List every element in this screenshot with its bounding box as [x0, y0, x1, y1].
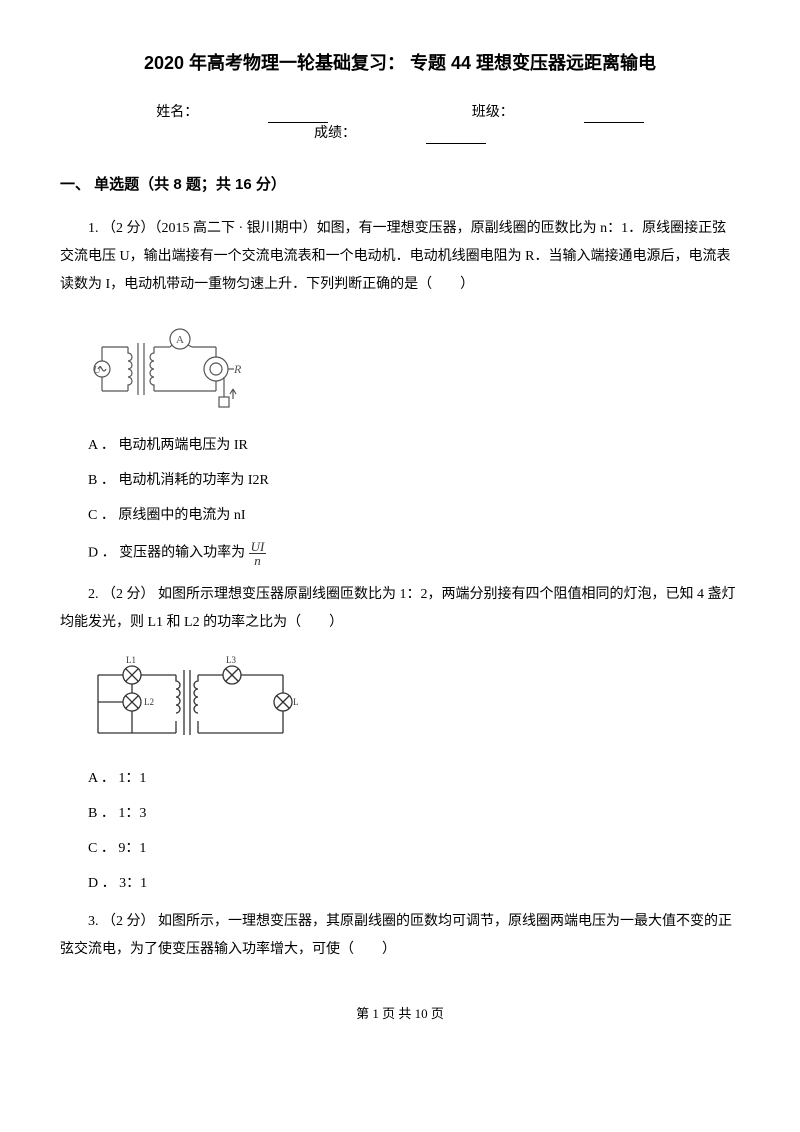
svg-text:R: R [233, 362, 242, 376]
q2-option-d: D ． 3：1 [88, 873, 740, 894]
info-line: 姓名： 班级： 成绩： [60, 102, 740, 144]
fraction-numerator: UI [249, 540, 267, 554]
q1-option-d-text: D ． 变压器的输入功率为 [88, 545, 249, 560]
svg-text:L3: L3 [226, 655, 236, 665]
svg-text:L2: L2 [144, 697, 154, 707]
q1-option-a: A ． 电动机两端电压为 IR [88, 435, 740, 456]
name-blank [268, 109, 328, 123]
q1-option-c: C ． 原线圈中的电流为 nI [88, 505, 740, 526]
fraction-denominator: n [249, 554, 267, 567]
name-label: 姓名： [156, 105, 198, 120]
svg-text:U: U [93, 364, 102, 376]
q1-option-b: B ． 电动机消耗的功率为 I2R [88, 470, 740, 491]
class-blank [584, 109, 644, 123]
svg-text:L4: L4 [293, 697, 298, 707]
score-blank [426, 130, 486, 144]
q1-figure: U A R [88, 317, 740, 417]
class-label: 班级： [472, 105, 514, 120]
q2-option-c: C ． 9：1 [88, 838, 740, 859]
q2-stem: 2. （2 分） 如图所示理想变压器原副线圈匝数比为 1：2，两端分别接有四个阻… [60, 581, 740, 637]
page-footer: 第 1 页 共 10 页 [60, 1004, 740, 1024]
section-heading: 一、 单选题（共 8 题；共 16 分） [60, 174, 740, 197]
svg-text:L1: L1 [126, 655, 136, 665]
score-label: 成绩： [314, 126, 356, 141]
class-field: 班级： [437, 105, 679, 120]
q3-stem: 3. （2 分） 如图所示，一理想变压器，其原副线圈的匝数均可调节，原线圈两端电… [60, 908, 740, 964]
q2-figure: L1 L2 L3 L4 [88, 655, 740, 750]
page-title: 2020 年高考物理一轮基础复习： 专题 44 理想变压器远距离输电 [60, 50, 740, 77]
q2-option-b: B ． 1：3 [88, 803, 740, 824]
name-field: 姓名： [121, 105, 363, 120]
score-field: 成绩： [279, 126, 521, 141]
fraction-ui-n: UI n [249, 540, 267, 567]
q1-option-d: D ． 变压器的输入功率为 UI n [88, 540, 740, 567]
svg-text:A: A [176, 334, 184, 346]
q2-option-a: A ． 1：1 [88, 768, 740, 789]
q1-stem: 1. （2 分）（2015 高二下 · 银川期中）如图，有一理想变压器，原副线圈… [60, 215, 740, 299]
